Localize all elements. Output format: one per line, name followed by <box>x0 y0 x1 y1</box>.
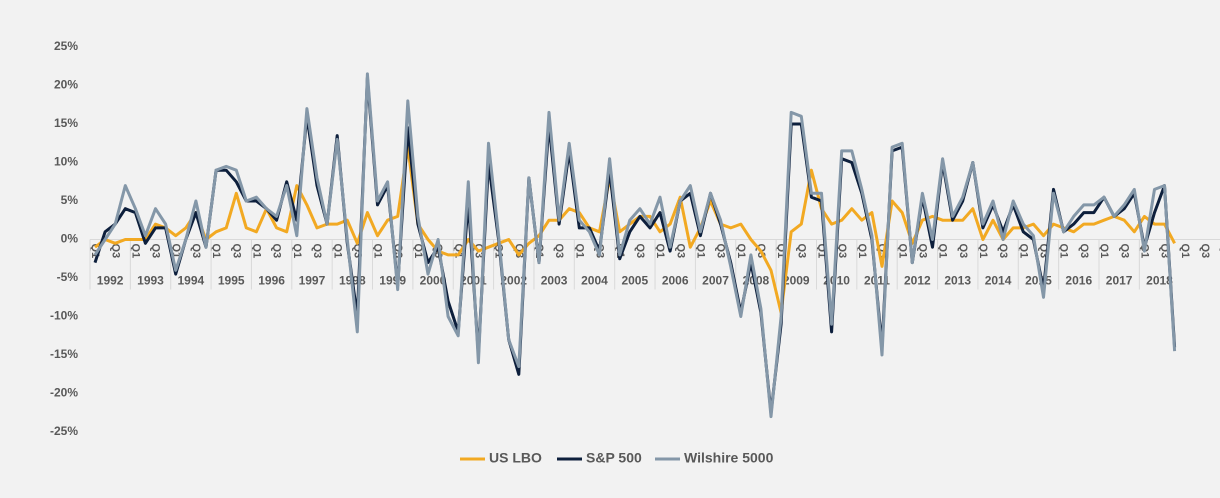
x-tick-label: Q1 <box>331 244 343 259</box>
x-tick-label: Q1 <box>1179 244 1191 259</box>
x-tick-label: Q1 <box>654 244 666 259</box>
x-tick-label: Q3 <box>109 244 121 259</box>
x-tick-label: Q3 <box>997 244 1009 259</box>
x-tick-label: Q1 <box>1017 244 1029 259</box>
x-tick-label: Q1 <box>856 244 868 259</box>
year-label: 2004 <box>581 274 608 288</box>
y-tick-label: -10% <box>50 309 78 323</box>
x-tick-label: Q3 <box>1199 244 1211 259</box>
year-label: 2014 <box>985 274 1012 288</box>
y-tick-label: 0% <box>61 232 79 246</box>
x-tick-label: Q1 <box>291 244 303 259</box>
legend-label: US LBO <box>489 450 542 466</box>
series-line <box>94 145 1176 315</box>
x-tick-label: Q3 <box>271 244 283 259</box>
x-tick-label: Q3 <box>634 244 646 259</box>
year-label: 2009 <box>783 274 810 288</box>
y-tick-label: 15% <box>54 116 78 130</box>
year-label: 2000 <box>420 274 447 288</box>
x-tick-label: Q3 <box>674 244 686 259</box>
y-tick-label: -15% <box>50 347 78 361</box>
series-line <box>93 72 1177 419</box>
x-tick-label: Q3 <box>190 244 202 259</box>
x-tick-label: Q1 <box>412 244 424 259</box>
year-label: 2002 <box>500 274 527 288</box>
year-label: 2010 <box>823 274 850 288</box>
x-tick-label: Q3 <box>916 244 928 259</box>
y-tick-label: -20% <box>50 386 78 400</box>
year-label: 2003 <box>541 274 568 288</box>
x-tick-label: Q1 <box>1058 244 1070 259</box>
x-tick-label: Q1 <box>937 244 949 259</box>
year-label: 1995 <box>218 274 245 288</box>
x-tick-label: Q3 <box>1118 244 1130 259</box>
y-tick-label: 5% <box>61 193 79 207</box>
year-label: 2017 <box>1106 274 1133 288</box>
x-tick-label: Q3 <box>150 244 162 259</box>
x-tick-label: Q1 <box>129 244 141 259</box>
x-tick-label: Q1 <box>210 244 222 259</box>
year-label: 2006 <box>662 274 689 288</box>
x-tick-label: Q3 <box>957 244 969 259</box>
x-tick-label: Q3 <box>715 244 727 259</box>
x-tick-label: Q1 <box>372 244 384 259</box>
x-tick-label: Q3 <box>795 244 807 259</box>
x-tick-label: Q1 <box>251 244 263 259</box>
year-label: 2012 <box>904 274 931 288</box>
y-tick-label: 10% <box>54 155 78 169</box>
year-label: 2018 <box>1146 274 1173 288</box>
year-label: 1994 <box>178 274 205 288</box>
year-label: 1992 <box>97 274 124 288</box>
year-label: 2007 <box>702 274 729 288</box>
x-tick-label: Q3 <box>1078 244 1090 259</box>
x-tick-label: Q1 <box>1098 244 1110 259</box>
x-tick-label: Q1 <box>896 244 908 259</box>
year-label: 2005 <box>621 274 648 288</box>
x-tick-label: Q3 <box>513 244 525 259</box>
legend-label: S&P 500 <box>586 450 642 466</box>
year-label: 1996 <box>258 274 285 288</box>
year-label: 1993 <box>137 274 164 288</box>
x-tick-label: Q1 <box>694 244 706 259</box>
x-tick-label: Q1 <box>977 244 989 259</box>
x-tick-label: Q3 <box>553 244 565 259</box>
year-label: 1999 <box>379 274 406 288</box>
x-tick-label: Q1 <box>573 244 585 259</box>
legend-label: Wilshire 5000 <box>684 450 774 466</box>
y-tick-label: 20% <box>54 78 78 92</box>
y-tick-label: -5% <box>57 270 79 284</box>
year-label: 1997 <box>299 274 326 288</box>
x-tick-label: Q3 <box>836 244 848 259</box>
year-label: 2013 <box>944 274 971 288</box>
y-tick-label: 25% <box>54 39 78 53</box>
x-tick-label: Q1 <box>735 244 747 259</box>
x-tick-label: Q3 <box>230 244 242 259</box>
y-tick-label: -25% <box>50 424 78 438</box>
year-label: 2016 <box>1065 274 1092 288</box>
x-tick-label: Q3 <box>311 244 323 259</box>
